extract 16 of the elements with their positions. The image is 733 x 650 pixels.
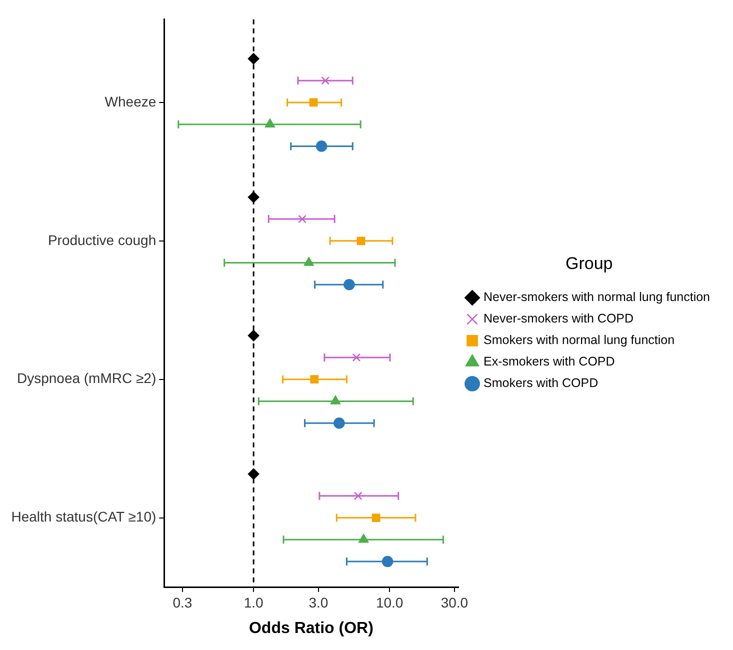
legend-title: Group	[566, 254, 613, 274]
y-tick-label: Dyspnoea (mMRC ≥2)	[16, 370, 156, 386]
y-tick-label: Health status(CAT ≥10)	[11, 508, 156, 525]
legend-label: Smokers with normal lung function	[484, 333, 675, 348]
y-tick-label: Wheeze	[104, 93, 156, 110]
legend-label: Ex-smokers with COPD	[484, 354, 615, 369]
x-tick-label: 10.0	[376, 594, 404, 610]
y-tick-label: Productive cough	[48, 232, 156, 248]
x-tick-label: 0.3	[172, 594, 192, 610]
x-tick-label: 3.0	[308, 594, 328, 610]
legend-label: Never-smokers with COPD	[484, 312, 634, 326]
legend-label: Smokers with COPD	[484, 376, 598, 390]
x-axis-title: Odds Ratio (OR)	[248, 620, 374, 637]
x-tick-label: 30.0	[440, 594, 468, 610]
legend-label: Never-smokers with normal lung function	[484, 290, 710, 304]
x-tick-label: 1.0	[244, 594, 264, 610]
